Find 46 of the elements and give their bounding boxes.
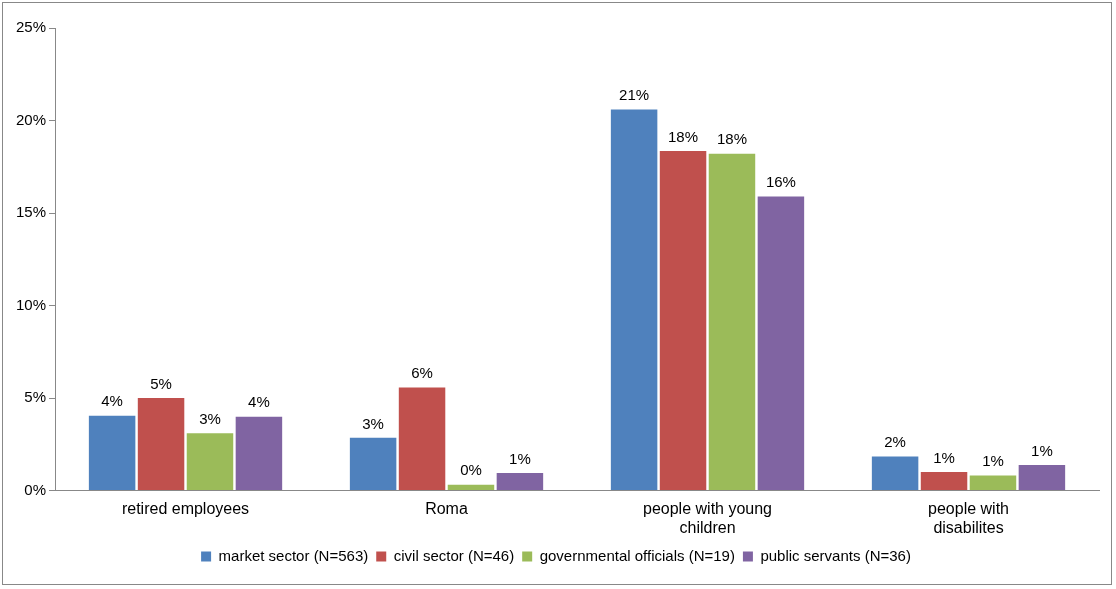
y-tick-label: 15% xyxy=(15,203,47,221)
x-tick-label: retired employees xyxy=(121,499,250,517)
data-label: 2% xyxy=(884,433,906,451)
legend-label: civil sector (N=46) xyxy=(393,546,515,564)
y-tick-label: 5% xyxy=(24,388,47,406)
bar xyxy=(871,456,919,491)
data-label: 16% xyxy=(765,173,796,191)
data-label: 18% xyxy=(716,130,747,148)
data-label: 18% xyxy=(668,127,699,145)
data-label: 4% xyxy=(248,393,270,411)
y-tick-label: 0% xyxy=(24,480,47,498)
bar xyxy=(447,484,495,491)
y-tick-label: 20% xyxy=(15,110,47,128)
legend-label: market sector (N=563) xyxy=(218,546,369,564)
bar xyxy=(398,387,446,491)
bar xyxy=(659,151,707,491)
bar xyxy=(920,472,968,491)
bar xyxy=(969,475,1017,491)
data-label: 3% xyxy=(362,414,384,432)
data-label: 1% xyxy=(1031,441,1053,459)
bar xyxy=(88,415,136,491)
bar xyxy=(708,153,756,491)
bar xyxy=(349,437,397,491)
y-tick-label: 10% xyxy=(15,295,47,313)
data-label: 1% xyxy=(509,449,531,467)
bar xyxy=(235,416,283,491)
legend-label: public servants (N=36) xyxy=(760,546,911,564)
x-tick-label: people with young children xyxy=(643,499,772,536)
x-tick-label: people with disabilites xyxy=(928,499,1009,536)
legend-label: governmental officials (N=19) xyxy=(539,546,735,564)
data-label: 3% xyxy=(199,409,221,427)
data-label: 21% xyxy=(619,86,650,104)
data-label: 1% xyxy=(933,448,955,466)
bar xyxy=(137,398,185,491)
bar xyxy=(757,196,805,491)
data-label: 5% xyxy=(150,374,172,392)
bar xyxy=(496,473,544,491)
x-tick-label: Roma xyxy=(425,499,468,517)
bar xyxy=(1018,464,1066,491)
data-label: 0% xyxy=(460,461,482,479)
data-label: 1% xyxy=(982,452,1004,470)
y-tick-label: 25% xyxy=(15,18,47,36)
data-label: 6% xyxy=(411,364,433,382)
data-label: 4% xyxy=(101,392,123,410)
bar xyxy=(610,109,658,491)
bar xyxy=(186,433,234,491)
